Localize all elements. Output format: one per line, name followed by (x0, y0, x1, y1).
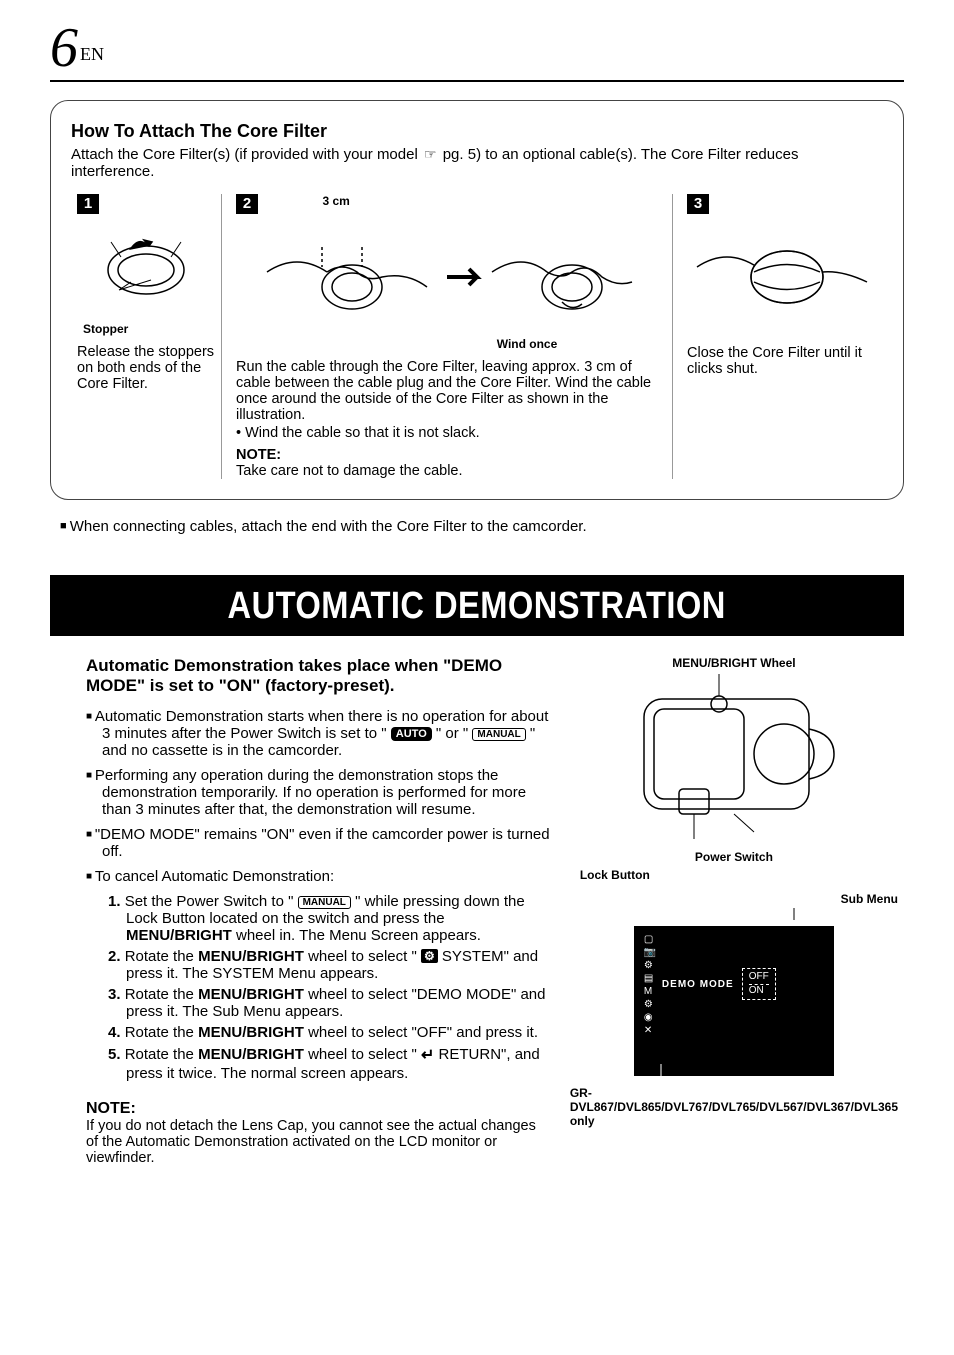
step-1-illustration: Stopper (77, 222, 215, 336)
camcorder-illustration (624, 674, 844, 844)
auto-badge: AUTO (391, 727, 432, 741)
core-filter-section: How To Attach The Core Filter Attach the… (50, 100, 904, 500)
step-2-badge: 2 (236, 194, 258, 214)
menu-icon: M (644, 986, 658, 997)
demo-heading: Automatic Demonstration takes place when… (86, 656, 550, 696)
step-3: 3 Close the Core Filter until it clicks … (673, 194, 883, 479)
manual-badge-2: MANUAL (298, 896, 351, 909)
off-option: OFF (749, 971, 769, 985)
demo-step-2: 2. Rotate the MENU/BRIGHT wheel to selec… (126, 948, 550, 982)
lock-button-label: Lock Button (580, 868, 898, 882)
step-3-illustration (687, 222, 877, 337)
intro-a: Attach the Core Filter(s) (if provided w… (71, 146, 422, 163)
demo-section: Automatic Demonstration takes place when… (50, 636, 904, 1166)
demo-step-1: 1. Set the Power Switch to " MANUAL " wh… (126, 893, 550, 944)
power-switch-label: Power Switch (570, 850, 898, 864)
step-2-note-body: Take care not to damage the cable. (236, 463, 658, 479)
step-2-bullet: • Wind the cable so that it is not slack… (236, 425, 658, 441)
step-1-badge: 1 (77, 194, 99, 214)
step-2-illustration: Wind once (236, 222, 658, 351)
sub-menu-label: Sub Menu (570, 892, 898, 906)
section-intro: Attach the Core Filter(s) (if provided w… (71, 146, 883, 180)
step-2-text: Run the cable through the Core Filter, l… (236, 359, 658, 441)
page-header: 6EN (50, 20, 904, 82)
wind-once-caption: Wind once (396, 337, 658, 351)
demo-bullet-3: "DEMO MODE" remains "ON" even if the cam… (86, 826, 550, 860)
demo-mode-label: DEMO MODE (662, 979, 734, 990)
sub-menu-pointer (634, 908, 834, 920)
automatic-demonstration-banner: AUTOMATIC DEMONSTRATION (50, 575, 904, 636)
step-1-text: Release the stoppers on both ends of the… (77, 344, 215, 392)
menu-bright-wheel-label: MENU/BRIGHT Wheel (570, 656, 898, 670)
demo-bullet-2: Performing any operation during the demo… (86, 767, 550, 818)
demo-left-column: Automatic Demonstration takes place when… (86, 656, 550, 1166)
note-title: NOTE: (86, 1100, 550, 1118)
menu-icon: ✕ (644, 1025, 658, 1036)
menu-icon: ⚙ (644, 960, 658, 971)
demo-right-column: MENU/BRIGHT Wheel Power Switch Lock Butt… (570, 656, 898, 1166)
demo-bullet-1: Automatic Demonstration starts when ther… (86, 708, 550, 759)
menu-screen: ▢ 📷 ⚙ ▤ M ⚙ ◉ ✕ DEMO MODE OFF ON (634, 926, 834, 1076)
demo-step-4: 4. Rotate the MENU/BRIGHT wheel to selec… (126, 1024, 550, 1041)
off-on-box: OFF ON (742, 968, 776, 1000)
return-icon: ↵ (421, 1047, 434, 1064)
stopper-caption: Stopper (83, 322, 215, 336)
intro-ref: pg. 5 (443, 146, 476, 163)
menu-demo-row: DEMO MODE OFF ON (662, 968, 776, 1000)
step-3-badge: 3 (687, 194, 709, 214)
menu-icon: ▢ (644, 934, 658, 945)
menu-pointer (654, 1064, 668, 1078)
steps-row: 1 Stopper Release the stoppers on both e… (71, 194, 883, 479)
section-title: How To Attach The Core Filter (71, 121, 883, 142)
page-number: 6 (50, 17, 78, 79)
manual-badge: MANUAL (472, 728, 525, 741)
step-2: 2 3 cm (221, 194, 673, 479)
step-3-text: Close the Core Filter until it clicks sh… (687, 345, 877, 377)
step-1: 1 Stopper Release the stoppers on both e… (71, 194, 221, 479)
page-lang: EN (80, 44, 104, 64)
menu-icon-strip: ▢ 📷 ⚙ ▤ M ⚙ ◉ ✕ (644, 934, 658, 1036)
three-cm-caption: 3 cm (322, 194, 349, 208)
note-body: If you do not detach the Lens Cap, you c… (86, 1118, 550, 1166)
demo-bullet-4: To cancel Automatic Demonstration: (86, 868, 550, 885)
models-only: GR-DVL867/DVL865/DVL767/DVL765/DVL567/DV… (570, 1086, 898, 1128)
system-icon: ⚙ (421, 949, 438, 963)
menu-icon: ⚙ (644, 999, 658, 1010)
menu-icon: ▤ (644, 973, 658, 984)
pointing-hand-icon: ☞ (424, 146, 437, 163)
on-option: ON (749, 985, 769, 997)
demo-step-5: 5. Rotate the MENU/BRIGHT wheel to selec… (126, 1045, 550, 1082)
outer-bullet: When connecting cables, attach the end w… (60, 518, 904, 535)
menu-icon: ◉ (644, 1012, 658, 1023)
demo-numbered-list: 1. Set the Power Switch to " MANUAL " wh… (86, 893, 550, 1082)
demo-step-3: 3. Rotate the MENU/BRIGHT wheel to selec… (126, 986, 550, 1020)
step-2-note-label: NOTE: (236, 447, 658, 463)
menu-icon: 📷 (644, 947, 658, 958)
